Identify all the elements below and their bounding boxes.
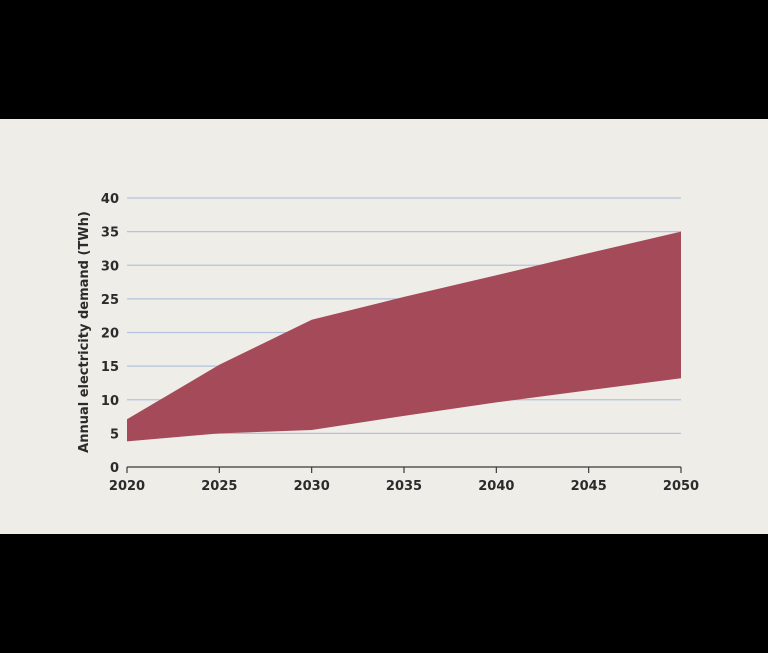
y-tick-label: 15 [101,360,119,375]
y-tick-label: 5 [110,427,119,442]
x-tick-label: 2045 [571,479,607,494]
x-tick-label: 2040 [478,479,514,494]
y-tick-label: 25 [101,293,119,308]
x-tick-label: 2020 [109,479,145,494]
x-tick-labels: 2020 2025 2030 2035 2040 2045 2050 [109,479,699,494]
y-tick-labels: 0 5 10 15 20 25 30 35 40 [101,192,119,476]
x-tick-marks [126,467,682,473]
x-tick-label: 2030 [294,479,330,494]
y-tick-label: 10 [101,394,119,409]
y-tick-label: 40 [101,192,119,207]
y-tick-label: 0 [110,461,119,476]
y-tick-label: 35 [101,226,119,241]
y-tick-label: 20 [101,327,119,342]
x-tick-label: 2035 [386,479,422,494]
y-tick-label: 30 [101,259,119,274]
x-tick-label: 2025 [201,479,237,494]
demand-range-band [127,231,681,442]
x-tick-label: 2050 [663,479,699,494]
y-axis-title: Annual electricity demand (TWh) [77,211,92,453]
